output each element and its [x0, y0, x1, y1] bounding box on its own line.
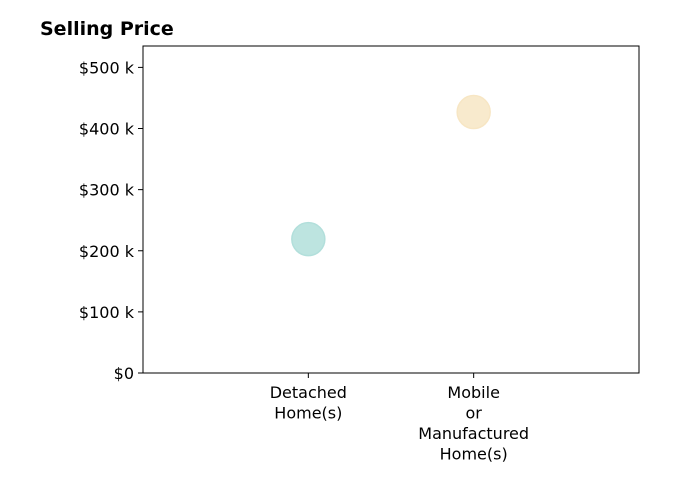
y-tick-label: $500 k [79, 58, 135, 77]
x-axis: Detached Home(s) Mobile or Manufactured Home(… [270, 373, 529, 464]
y-tick-label: $400 k [79, 120, 135, 139]
y-tick-label: $300 k [79, 181, 135, 200]
data-points [291, 94, 491, 257]
data-point [456, 94, 491, 130]
x-tick-label: Detached Home(s) [270, 383, 347, 423]
data-point [291, 221, 326, 257]
plot-area-frame [142, 45, 640, 374]
x-tick-label: Mobile or Manufactured Home(s) [418, 383, 529, 464]
y-tick-label: $200 k [79, 242, 135, 261]
chart-title: Selling Price [40, 18, 174, 40]
y-axis: $0 $100 k $200 k $300 k $400 k $500 k [79, 58, 143, 383]
y-tick-label: $0 [114, 364, 134, 383]
y-tick-label: $100 k [79, 303, 135, 322]
